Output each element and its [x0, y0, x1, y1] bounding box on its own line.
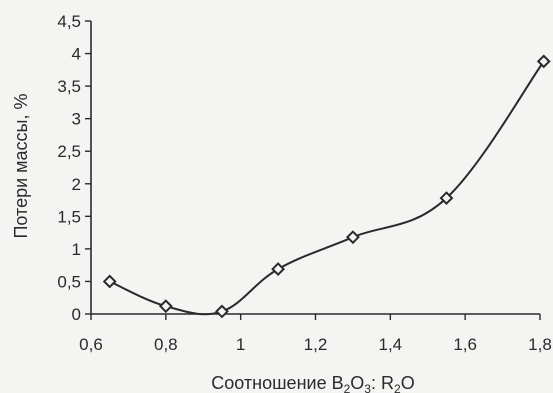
x-tick-label: 0,6 [79, 335, 103, 354]
x-axis-title-sub3: 2 [394, 382, 401, 393]
x-tick-label: 1 [236, 335, 245, 354]
data-point-marker [271, 262, 285, 276]
x-axis-title-sub2: 3 [364, 382, 371, 393]
x-axis-ticks: 0,6 0,8 1 1,2 1,4 1,6 1,8 [79, 314, 552, 354]
y-tick-label: 2,5 [57, 142, 81, 161]
data-point-marker [215, 304, 229, 319]
y-axis-title: Потери массы, % [11, 93, 31, 238]
y-tick-label: 0,5 [57, 272, 81, 291]
x-axis-title-sub1: 2 [344, 382, 351, 393]
y-axis-ticks: 0 0,5 1 1,5 2 2,5 3 3,5 4 4,5 [57, 12, 91, 324]
x-tick-label: 1,2 [304, 335, 328, 354]
axes [90, 21, 540, 315]
data-point-marker [536, 54, 551, 69]
y-tick-label: 1,5 [57, 207, 81, 226]
y-tick-label: 0 [72, 305, 81, 324]
x-tick-label: 0,8 [154, 335, 178, 354]
series [102, 54, 551, 319]
data-point-marker [439, 191, 454, 206]
y-tick-label: 3 [72, 110, 81, 129]
x-tick-label: 1,6 [453, 335, 477, 354]
data-point-marker [158, 299, 173, 314]
x-axis-title-end: O [401, 373, 415, 393]
x-axis-title-mid: O [350, 373, 364, 393]
x-axis-title-prefix: Соотношение B [211, 373, 343, 393]
data-point-marker [102, 274, 117, 289]
y-tick-label: 3,5 [57, 77, 81, 96]
series-line [109, 60, 545, 316]
y-tick-label: 4,5 [57, 12, 81, 31]
y-tick-label: 2 [72, 175, 81, 194]
x-axis-title-suffix: : R [371, 373, 394, 393]
data-point-marker [346, 230, 360, 245]
x-tick-label: 1,8 [528, 335, 552, 354]
x-axis-title: Соотношение B2O3: R2O [211, 373, 414, 393]
y-tick-label: 1 [72, 240, 81, 259]
x-tick-label: 1,4 [379, 335, 403, 354]
y-tick-label: 4 [72, 45, 81, 64]
